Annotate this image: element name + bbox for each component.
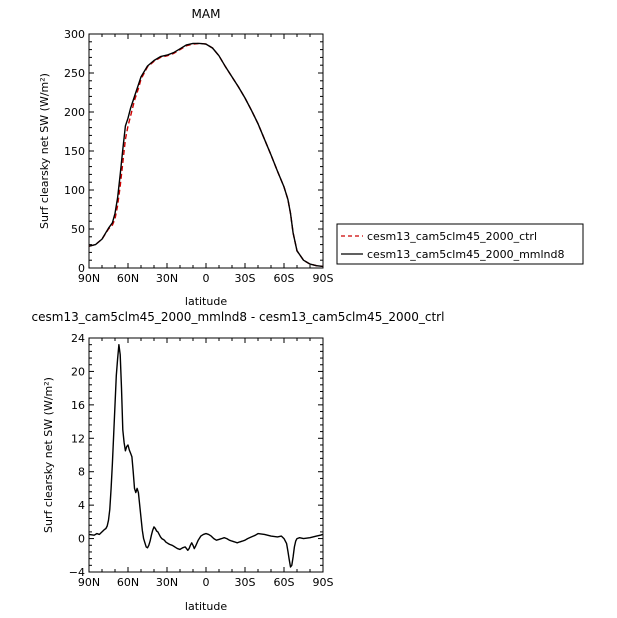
bottom-plot-frame [88, 337, 324, 573]
top-y-tick-label: 150 [64, 145, 85, 158]
top-y-tick-label: 0 [78, 262, 85, 275]
bottom-x-tick-label: 60N [117, 576, 139, 589]
bottom-y-tick-label: 4 [78, 499, 85, 512]
bottom-panel: cesm13_cam5clm45_2000_mmlnd8 - cesm13_ca… [32, 310, 445, 613]
bottom-y-tick-label: −4 [69, 566, 85, 579]
legend-label-mmlnd8: cesm13_cam5clm45_2000_mmlnd8 [367, 248, 565, 261]
bottom-panel-ticks: 90N 60N 30N 0 30S 60S 90S −4 0 4 8 12 16 20 24 [69, 332, 334, 589]
top-panel-series [88, 42, 324, 268]
top-y-tick-label: 300 [64, 28, 85, 41]
bottom-panel-y-axis-label: Surf clearsky net SW (W/m²) [42, 377, 55, 533]
bottom-panel-series [88, 344, 324, 568]
top-y-tick-label: 250 [64, 67, 85, 80]
top-x-tick-label: 90S [313, 272, 334, 285]
top-x-tick-label: 60N [117, 272, 139, 285]
legend-box [336, 223, 584, 265]
bottom-series-line-0 [88, 344, 324, 568]
bottom-x-tick-label: 30N [156, 576, 178, 589]
legend: cesm13_cam5clm45_2000_ctrl cesm13_cam5cl… [336, 223, 584, 265]
top-x-tick-label: 60S [274, 272, 295, 285]
top-series-line-0 [88, 42, 324, 268]
bottom-panel-x-axis-label: latitude [185, 600, 227, 613]
bottom-y-tick-label: 16 [71, 399, 85, 412]
top-panel-y-axis-label: Surf clearsky net SW (W/m²) [38, 73, 51, 229]
bottom-y-tick-label: 20 [71, 365, 85, 378]
top-y-tick-label: 100 [64, 184, 85, 197]
top-y-tick-label: 50 [71, 223, 85, 236]
bottom-x-tick-label: 90S [313, 576, 334, 589]
top-y-tick-label: 200 [64, 106, 85, 119]
bottom-y-tick-label: 12 [71, 432, 85, 445]
top-x-tick-label: 90N [78, 272, 100, 285]
bottom-x-tick-label: 30S [235, 576, 256, 589]
top-panel-title: MAM [192, 7, 221, 21]
bottom-x-tick-label: 60S [274, 576, 295, 589]
bottom-y-tick-label: 0 [78, 533, 85, 546]
bottom-x-tick-label: 90N [78, 576, 100, 589]
top-x-tick-label: 30S [235, 272, 256, 285]
bottom-panel-title: cesm13_cam5clm45_2000_mmlnd8 - cesm13_ca… [32, 310, 445, 324]
bottom-y-tick-label: 24 [71, 332, 85, 345]
top-panel-x-axis-label: latitude [185, 295, 227, 308]
bottom-y-tick-label: 8 [78, 466, 85, 479]
bottom-x-tick-label: 0 [203, 576, 210, 589]
top-panel-ticks: 90N 60N 30N 0 30S 60S 90S 0 50 100 150 200 250 300 [64, 28, 334, 285]
top-x-tick-label: 30N [156, 272, 178, 285]
top-x-tick-label: 0 [203, 272, 210, 285]
top-panel: MAM 90N 60N 30N 0 30S 60S 90S 0 50 100 150 200 250 30… [38, 7, 334, 308]
top-series-line-1 [88, 42, 324, 268]
legend-label-ctrl: cesm13_cam5clm45_2000_ctrl [367, 230, 537, 243]
